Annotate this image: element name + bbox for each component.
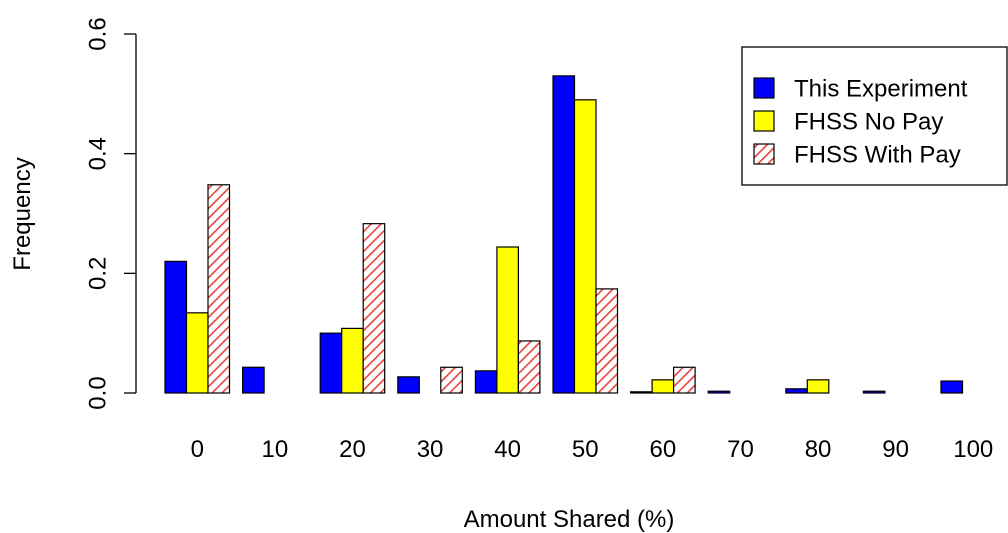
y-axis-title: Frequency xyxy=(9,157,36,270)
y-tick-label: 0.4 xyxy=(85,137,112,170)
x-tick-label: 30 xyxy=(417,436,444,463)
bar xyxy=(651,379,675,394)
bar xyxy=(707,390,731,394)
x-tick-label: 70 xyxy=(727,436,754,463)
bar xyxy=(341,327,364,394)
bar xyxy=(242,366,265,394)
y-axis: 0.0 0.2 0.4 0.6 xyxy=(85,17,137,410)
bar xyxy=(496,246,519,394)
x-tick-label: 40 xyxy=(494,436,521,463)
bar xyxy=(397,376,420,394)
legend-box xyxy=(741,46,1008,186)
bar xyxy=(164,260,188,394)
bar xyxy=(672,366,696,394)
bar xyxy=(552,75,576,394)
bars-group xyxy=(164,75,964,394)
x-tick-label: 10 xyxy=(261,436,288,463)
bar xyxy=(629,391,653,394)
x-tick-label: 20 xyxy=(339,436,366,463)
bar xyxy=(319,332,343,394)
bar xyxy=(440,366,463,394)
legend-label: FHSS No Pay xyxy=(794,109,943,136)
bar xyxy=(185,312,209,394)
legend-swatch xyxy=(753,143,775,165)
y-tick-label: 0.2 xyxy=(85,257,112,290)
legend-swatch xyxy=(753,110,775,132)
x-tick-label: 90 xyxy=(882,436,909,463)
legend-label: FHSS With Pay xyxy=(794,142,961,169)
legend-label: This Experiment xyxy=(794,76,968,103)
x-tick-label: 80 xyxy=(805,436,832,463)
x-tick-label: 0 xyxy=(191,436,204,463)
bar xyxy=(862,390,886,394)
bar xyxy=(940,380,964,394)
bar xyxy=(362,223,386,394)
legend: This Experiment FHSS No Pay FHSS With Pay xyxy=(741,46,1008,186)
x-tick-labels: 0 10 20 30 40 50 60 70 80 90 100 xyxy=(191,436,994,463)
bar xyxy=(207,184,231,394)
bar xyxy=(474,370,498,394)
bar xyxy=(595,288,619,394)
x-tick-label: 100 xyxy=(953,436,993,463)
bar xyxy=(573,99,597,394)
y-tick-label: 0.6 xyxy=(85,17,112,50)
x-axis-title: Amount Shared (%) xyxy=(464,506,675,533)
y-tick-label: 0.0 xyxy=(85,376,112,409)
bar xyxy=(806,379,830,394)
bar xyxy=(517,340,541,394)
x-tick-label: 60 xyxy=(649,436,676,463)
legend-swatch xyxy=(753,77,775,99)
bar xyxy=(785,388,808,394)
x-tick-label: 50 xyxy=(572,436,599,463)
